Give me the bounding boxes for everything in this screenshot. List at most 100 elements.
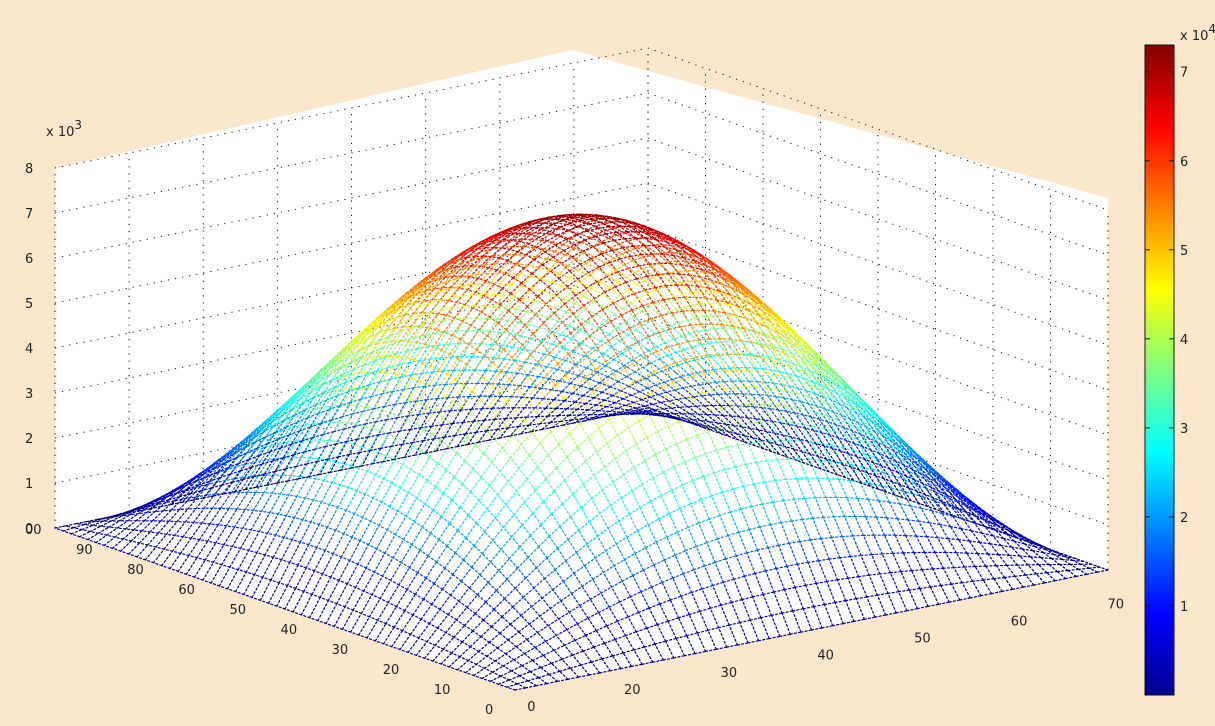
- mesh-segment: [646, 627, 656, 645]
- mesh-segment: [405, 497, 418, 517]
- mesh-segment: [579, 258, 592, 265]
- mesh-segment: [430, 411, 441, 427]
- mesh-segment: [809, 537, 822, 541]
- mesh-segment: [938, 490, 951, 506]
- mesh-segment: [225, 525, 236, 528]
- mesh-segment: [443, 331, 453, 336]
- mesh-segment: [147, 544, 157, 548]
- mesh-segment: [754, 445, 764, 450]
- mesh-segment: [892, 552, 902, 573]
- mesh-segment: [651, 392, 661, 410]
- mesh-segment: [807, 403, 820, 420]
- mesh-segment: [830, 536, 841, 559]
- mesh-segment: [814, 368, 825, 383]
- mesh-segment: [776, 459, 787, 480]
- mesh-segment: [698, 338, 711, 341]
- mesh-segment: [496, 306, 506, 320]
- mesh-segment: [582, 646, 595, 652]
- mesh-segment: [602, 374, 615, 384]
- mesh-segment: [589, 327, 599, 336]
- mesh-segment: [404, 610, 414, 616]
- mesh-segment: [485, 589, 497, 603]
- mesh-segment: [580, 378, 590, 387]
- mesh-segment: [678, 406, 689, 408]
- mesh-segment: [440, 499, 453, 518]
- mesh-segment: [815, 580, 828, 585]
- mesh-segment: [763, 332, 776, 348]
- mesh-segment: [169, 567, 179, 573]
- mesh-segment: [551, 220, 564, 226]
- mesh-segment: [789, 631, 802, 635]
- mesh-segment: [682, 375, 695, 380]
- mesh-segment: [717, 353, 727, 372]
- mesh-segment: [467, 514, 478, 524]
- mesh-segment: [1025, 574, 1035, 586]
- mesh-segment: [1056, 569, 1069, 573]
- mesh-segment: [680, 395, 693, 401]
- mesh-segment: [899, 503, 909, 521]
- mesh-segment: [633, 460, 646, 468]
- mesh-segment: [474, 601, 487, 615]
- mesh-segment: [595, 275, 608, 283]
- mesh-segment: [504, 424, 514, 435]
- mesh-segment: [669, 595, 682, 601]
- mesh-segment: [281, 427, 291, 432]
- mesh-segment: [492, 239, 505, 249]
- mesh-segment: [597, 340, 609, 349]
- mesh-segment: [734, 314, 745, 329]
- mesh-segment: [346, 425, 356, 443]
- mesh-segment: [271, 492, 281, 495]
- mesh-segment: [437, 331, 448, 346]
- mesh-segment: [1013, 540, 1026, 545]
- mesh-segment: [647, 524, 657, 543]
- mesh-segment: [757, 342, 767, 346]
- mesh-segment: [771, 335, 784, 350]
- mesh-segment: [773, 346, 784, 350]
- mesh-segment: [961, 582, 971, 599]
- mesh-segment: [512, 606, 522, 617]
- mesh-segment: [589, 413, 600, 430]
- mesh-segment: [187, 480, 197, 490]
- mesh-segment: [672, 378, 685, 384]
- mesh-segment: [830, 399, 843, 416]
- mesh-segment: [376, 356, 386, 372]
- mesh-segment: [357, 405, 367, 408]
- mesh-segment: [736, 642, 749, 646]
- mesh-segment: [826, 580, 836, 604]
- mesh-segment: [390, 561, 402, 582]
- mesh-segment: [652, 370, 663, 376]
- mesh-segment: [778, 374, 791, 379]
- mesh-segment: [689, 499, 702, 505]
- mesh-segment: [527, 556, 538, 569]
- mesh-segment: [257, 474, 267, 477]
- mesh-segment: [887, 432, 900, 447]
- mesh-segment: [881, 553, 892, 574]
- mesh-segment: [241, 476, 251, 479]
- mesh-segment: [424, 486, 436, 505]
- mesh-segment: [586, 535, 599, 545]
- mesh-segment: [687, 405, 697, 408]
- mesh-segment: [907, 487, 920, 505]
- mesh-segment: [532, 222, 545, 229]
- mesh-segment: [451, 641, 463, 654]
- mesh-segment: [677, 361, 688, 366]
- mesh-segment: [679, 326, 689, 343]
- mesh-segment: [629, 341, 639, 349]
- mesh-segment: [487, 263, 497, 274]
- mesh-segment: [347, 487, 358, 492]
- mesh-segment: [459, 491, 472, 508]
- mesh-segment: [741, 426, 751, 429]
- mesh-segment: [694, 453, 707, 459]
- mesh-segment: [479, 256, 492, 267]
- mesh-segment: [939, 523, 949, 540]
- mesh-segment: [364, 493, 374, 499]
- mesh-segment: [732, 278, 745, 289]
- mesh-segment: [686, 438, 696, 459]
- mesh-segment: [893, 432, 906, 446]
- mesh-segment: [759, 299, 772, 311]
- mesh-segment: [782, 348, 794, 365]
- mesh-segment: [270, 559, 283, 581]
- mesh-segment: [760, 614, 773, 619]
- mesh-segment: [726, 444, 739, 449]
- mesh-segment: [173, 498, 183, 502]
